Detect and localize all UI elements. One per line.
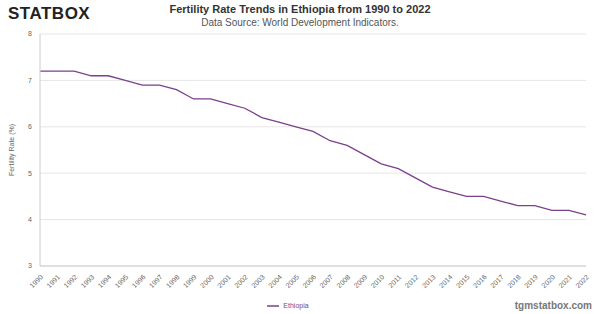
html-text:Data Source: World Development: Data Source: World Development Indicator…: [201, 17, 399, 28]
svg-text:8: 8: [28, 30, 32, 37]
svg-text:2022: 2022: [574, 273, 590, 289]
svg-text:1994: 1994: [97, 273, 113, 289]
svg-text:2016: 2016: [472, 273, 488, 289]
html-text:tgmstatbox.com: tgmstatbox.com: [514, 300, 592, 311]
svg-text:2001: 2001: [216, 273, 232, 289]
svg-text:3: 3: [28, 262, 32, 269]
svg-text:7: 7: [28, 77, 32, 84]
svg-text:2020: 2020: [540, 273, 556, 289]
svg-text:1997: 1997: [148, 273, 164, 289]
svg-text:2003: 2003: [250, 273, 266, 289]
svg-text:1991: 1991: [45, 273, 61, 289]
svg-text:1995: 1995: [114, 273, 130, 289]
svg-text:2014: 2014: [438, 273, 454, 289]
svg-text:Fertility Rate (%): Fertility Rate (%): [8, 124, 16, 176]
svg-text:2010: 2010: [370, 273, 386, 289]
svg-text:2004: 2004: [267, 273, 283, 289]
svg-text:1993: 1993: [79, 273, 95, 289]
html-text:STATBOX: STATBOX: [8, 4, 91, 23]
svg-text:2006: 2006: [301, 273, 317, 289]
html-text:Ethiopia: Ethiopia: [283, 301, 309, 309]
svg-text:1990: 1990: [28, 273, 44, 289]
svg-text:1999: 1999: [182, 273, 198, 289]
svg-text:2012: 2012: [404, 273, 420, 289]
svg-text:2008: 2008: [335, 273, 351, 289]
svg-text:2007: 2007: [318, 273, 334, 289]
svg-text:2013: 2013: [421, 273, 437, 289]
svg-text:5: 5: [28, 170, 32, 177]
svg-text:2015: 2015: [455, 273, 471, 289]
svg-text:4: 4: [28, 216, 32, 223]
svg-text:2005: 2005: [284, 273, 300, 289]
svg-text:2019: 2019: [523, 273, 539, 289]
svg-text:2011: 2011: [387, 273, 403, 289]
svg-text:1996: 1996: [131, 273, 147, 289]
svg-text:2002: 2002: [233, 273, 249, 289]
svg-text:2021: 2021: [557, 273, 573, 289]
svg-text:2000: 2000: [199, 273, 215, 289]
svg-text:2018: 2018: [506, 273, 522, 289]
svg-text:1992: 1992: [62, 273, 78, 289]
svg-text:1998: 1998: [165, 273, 181, 289]
svg-text:6: 6: [28, 123, 32, 130]
html-text:Fertility Rate Trends in Ethio: Fertility Rate Trends in Ethiopia from 1…: [169, 3, 431, 15]
svg-text:2017: 2017: [489, 273, 505, 289]
svg-text:2009: 2009: [352, 273, 368, 289]
